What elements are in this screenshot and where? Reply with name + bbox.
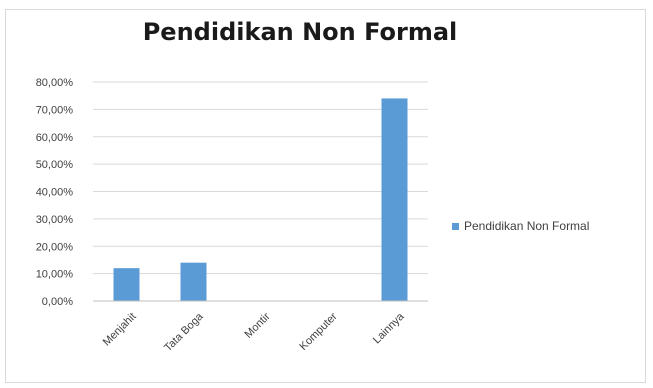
x-tick-label: Tata Boga (162, 310, 206, 354)
legend-swatch (452, 222, 459, 230)
gridlines (93, 81, 428, 275)
y-tick-label: 50,00% (36, 159, 74, 171)
y-tick-label: 70,00% (36, 104, 74, 116)
bar-lainnya (381, 98, 408, 301)
x-tick-label: Montir (243, 310, 273, 340)
chart-frame (5, 9, 646, 383)
y-tick-label: 20,00% (36, 241, 74, 253)
y-tick-label: 0,00% (42, 296, 73, 308)
legend: Pendidikan Non Formal (452, 219, 589, 233)
chart-title: Pendidikan Non Formal (142, 18, 458, 46)
bar-menjahit (113, 268, 140, 301)
x-tick-label: Lainnya (371, 310, 407, 346)
bars (113, 98, 408, 301)
y-tick-label: 30,00% (36, 214, 74, 226)
x-axis-tick-labels: Menjahit Tata Boga Montir Komputer Lainnya (101, 310, 407, 354)
y-tick-label: 60,00% (36, 132, 74, 144)
y-tick-label: 40,00% (36, 187, 74, 199)
bar-tata-boga (180, 262, 207, 301)
y-tick-label: 80,00% (36, 77, 74, 89)
clipped-top-text (250, 0, 370, 2)
y-tick-label: 10,00% (36, 269, 74, 281)
x-tick-label: Komputer (297, 310, 339, 352)
y-axis-tick-labels: 0,00% 10,00% 20,00% 30,00% 40,00% 50,00% 60,00… (36, 77, 74, 308)
x-tick-label: Menjahit (101, 311, 139, 349)
legend-label: Pendidikan Non Formal (464, 219, 590, 233)
